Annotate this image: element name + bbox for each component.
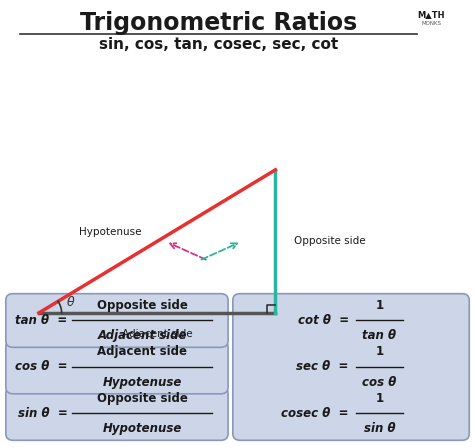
Text: Opposite side: Opposite side xyxy=(97,392,188,405)
Text: 1: 1 xyxy=(375,392,383,405)
Text: 1: 1 xyxy=(375,345,383,358)
FancyBboxPatch shape xyxy=(6,387,228,440)
Text: Trigonometric Ratios: Trigonometric Ratios xyxy=(80,11,357,35)
Text: sin, cos, tan, cosec, sec, cot: sin, cos, tan, cosec, sec, cot xyxy=(99,37,338,52)
FancyBboxPatch shape xyxy=(6,340,228,394)
Text: tan θ: tan θ xyxy=(362,329,396,342)
Text: sin θ  =: sin θ = xyxy=(18,407,67,420)
Text: Opposite side: Opposite side xyxy=(97,299,188,312)
Text: cosec θ  =: cosec θ = xyxy=(281,407,349,420)
Text: 1: 1 xyxy=(375,299,383,312)
Text: Adjacent side: Adjacent side xyxy=(98,329,187,342)
Text: sec θ  =: sec θ = xyxy=(296,360,349,374)
Text: Hypotenuse: Hypotenuse xyxy=(79,227,141,237)
Text: M▲TH: M▲TH xyxy=(418,10,445,19)
Text: $\theta$: $\theta$ xyxy=(66,295,76,309)
Text: cos θ: cos θ xyxy=(362,376,397,389)
Text: tan θ  =: tan θ = xyxy=(15,314,67,327)
Text: Adjacent side: Adjacent side xyxy=(97,345,187,358)
Text: cot θ  =: cot θ = xyxy=(298,314,349,327)
Text: Adjacent side: Adjacent side xyxy=(122,329,192,338)
Text: MONKS: MONKS xyxy=(421,21,441,26)
Text: Hypotenuse: Hypotenuse xyxy=(102,422,182,435)
FancyBboxPatch shape xyxy=(6,294,228,347)
Text: Hypotenuse: Hypotenuse xyxy=(102,376,182,389)
FancyBboxPatch shape xyxy=(233,294,469,440)
Text: sin θ: sin θ xyxy=(364,422,395,435)
Text: Opposite side: Opposite side xyxy=(294,236,366,246)
Text: cos θ  =: cos θ = xyxy=(15,360,67,374)
